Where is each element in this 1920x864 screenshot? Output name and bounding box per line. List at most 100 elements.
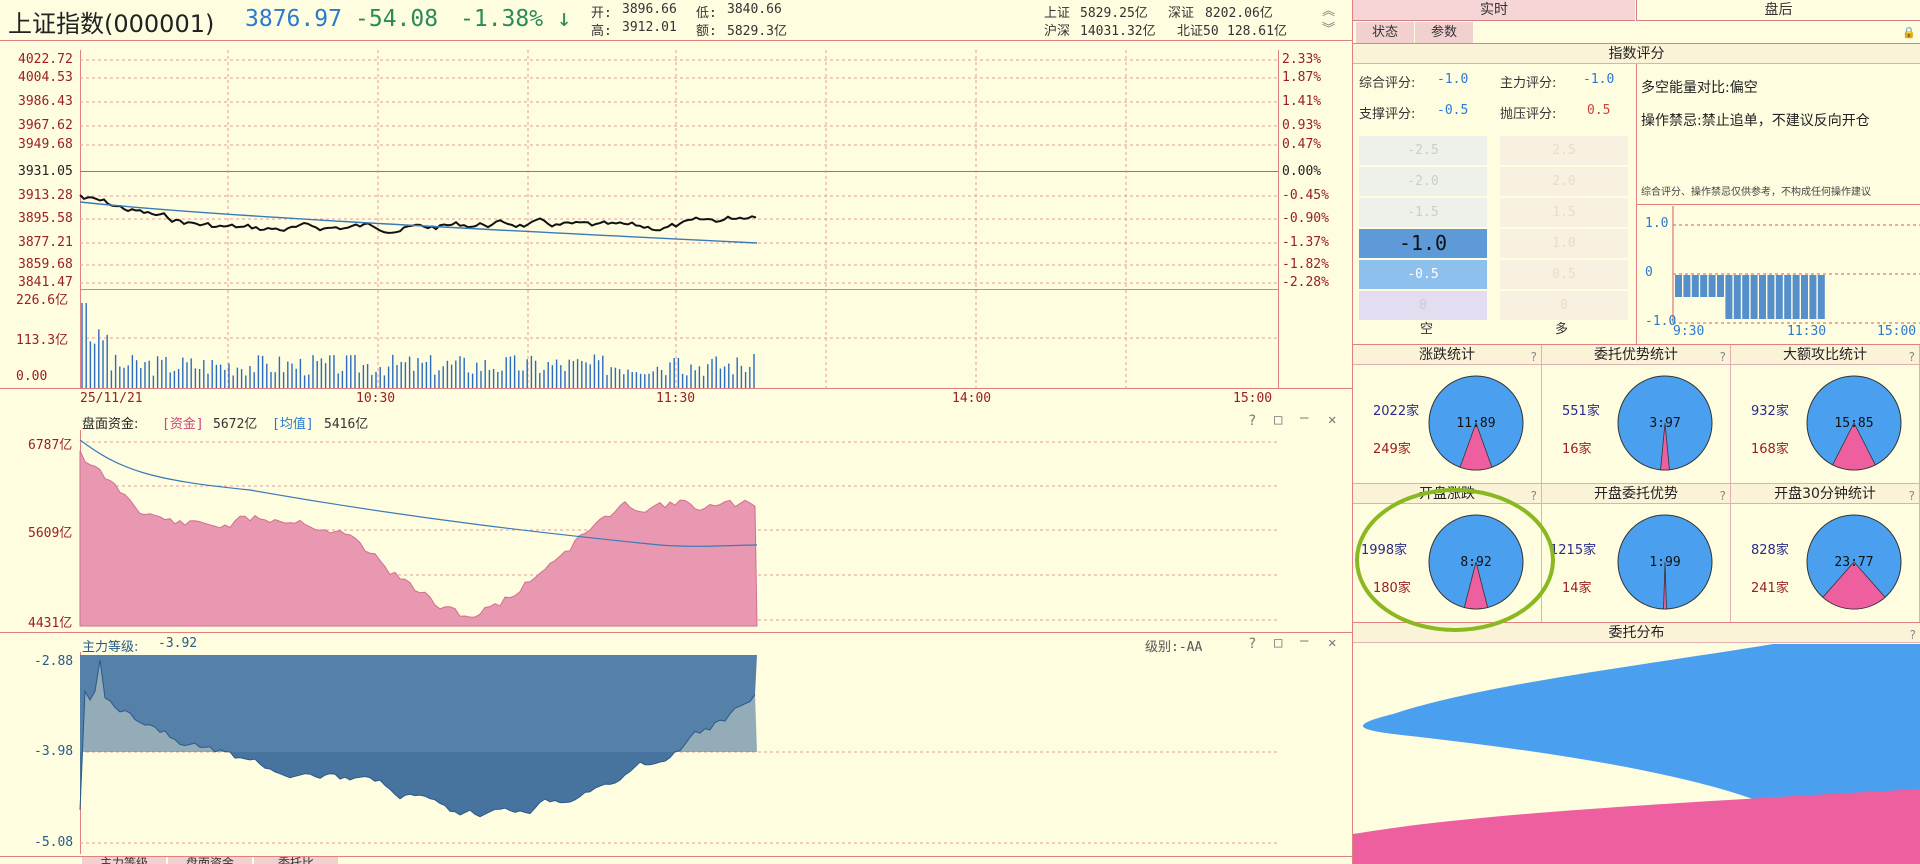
count-up: 2022家 [1373,404,1420,419]
score-bar-right: 0.5 [1500,260,1628,289]
order-distribution-chart [1353,644,1920,864]
expand-down-icon[interactable]: ︾ [1322,22,1336,37]
intraday-chart[interactable] [0,0,1352,400]
help-icon[interactable]: ? [1248,413,1257,429]
pie-ratio-label: 11:89 [1456,416,1495,431]
score-pressure: 0.5 [1587,103,1611,118]
fund-chart[interactable] [0,0,1352,864]
mini-bar [1675,275,1682,297]
tab-after-hours[interactable]: 盘后 [1636,0,1920,21]
score-bar-left: -2.5 [1359,136,1487,165]
price-tick-label: 3986.43 [18,94,73,109]
help-icon[interactable]: ? [1908,350,1915,364]
index-pct: -1.38% [460,6,544,32]
tab-bottom[interactable]: 委托比 [254,857,338,864]
help-icon[interactable]: ? [1908,489,1915,503]
high-value: 3912.01 [622,20,677,35]
stat-card[interactable]: 委托优势统计? 551家 16家 3:97 [1542,345,1731,484]
stat-card[interactable]: 大额攻比统计? 932家 168家 15:85 [1731,345,1920,484]
stat-card[interactable]: 开盘涨跌? 1998家 180家 8:92 [1353,484,1542,623]
mini-bar [1733,275,1741,319]
mini-time-label: 15:00 [1877,324,1917,339]
help-icon[interactable]: ? [1530,350,1537,364]
stat-card[interactable]: 开盘30分钟统计? 828家 241家 23:77 [1731,484,1920,623]
pie-ratio-label: 8:92 [1460,555,1491,570]
close-icon[interactable]: ✕ [1328,635,1337,651]
score-bar-right: 1.0 [1500,229,1628,258]
pie-slice-down [1660,422,1670,471]
pct-tick-label: 2.33% [1282,52,1322,67]
pct-tick-label: -1.37% [1282,235,1329,250]
minimize-icon[interactable]: — [1300,633,1309,649]
stat-card[interactable]: 开盘委托优势? 1215家 14家 1:99 [1542,484,1731,623]
tab-state[interactable]: 状态 [1356,22,1414,43]
tab-bottom[interactable]: 盘面资金 [168,857,252,864]
force-tick-label: -5.08 [34,835,74,850]
close-icon[interactable]: ✕ [1328,412,1337,428]
pct-tick-label: 0.47% [1282,137,1322,152]
tab-param[interactable]: 参数 [1415,22,1473,43]
low-value: 3840.66 [727,2,782,17]
disclaimer: 综合评分、操作禁忌仅供参考，不构成任何操作建议 [1641,187,1871,198]
index-score-header: 指数评分 [1353,44,1920,64]
price-tick-label: 4004.53 [18,70,73,85]
score-bar-right: 2.0 [1500,167,1628,196]
tab-bottom[interactable]: 主力等级 [82,857,166,864]
score-total: -1.0 [1437,72,1469,87]
price-tick-label: 3895.58 [18,211,73,226]
pie-slice-down [1663,561,1667,610]
fund-panel-title: 盘面资金: [82,417,139,432]
count-down: 168家 [1751,442,1789,457]
main-force-chart[interactable] [0,0,1352,864]
mini-time-label: 9:30 [1673,324,1705,339]
hs-label: 沪深 [1044,24,1071,39]
pct-tick-label: 1.87% [1282,70,1322,85]
hs-value: 14031.32亿 [1080,24,1156,39]
mini-bar [1717,275,1724,297]
score-bar-right: 1.5 [1500,198,1628,227]
price-tick-label: 3877.21 [18,235,73,250]
pct-tick-label: -2.28% [1282,275,1329,290]
stat-title: 开盘30分钟统计? [1731,484,1919,504]
time-tick-label: 15:00 [1233,391,1273,406]
pie-slice-down [1822,561,1886,610]
pct-tick-label: -1.82% [1282,257,1329,272]
highlight-ellipse [1355,488,1555,632]
annotation-ring [1355,488,1555,632]
open-value: 3896.66 [622,2,677,17]
count-down: 14家 [1562,581,1592,596]
count-down: 249家 [1373,442,1411,457]
maximize-icon[interactable]: □ [1274,412,1283,428]
open-label: 开: [591,6,612,21]
tab-realtime[interactable]: 实时 [1353,0,1635,21]
help-icon[interactable]: ? [1530,489,1537,503]
mini-bar [1708,275,1716,297]
price-tick-label: 3859.68 [18,257,73,272]
mini-bar [1691,275,1699,297]
down-arrow-icon: ↓ [557,4,572,32]
maximize-icon[interactable]: □ [1274,635,1283,651]
score-bar-left: 0 [1359,291,1487,320]
score-support-label: 支撑评分: [1359,107,1416,122]
mini-bar [1792,275,1800,319]
count-down: 241家 [1751,581,1789,596]
score-bar-right: 0 [1500,291,1628,320]
bar-more-label: 多 [1555,322,1569,337]
help-icon[interactable]: ? [1248,636,1257,652]
minimize-icon[interactable]: — [1300,410,1309,426]
amount-value: 5829.3亿 [727,24,787,39]
pct-tick-label: -0.90% [1282,211,1329,226]
ratio-pie: 3:97 [1617,375,1713,471]
high-label: 高: [591,24,612,39]
count-down: 180家 [1373,581,1411,596]
force-area-lower [80,660,757,817]
stat-card[interactable]: 涨跌统计? 2022家 249家 11:89 [1353,345,1542,484]
lock-icon[interactable]: 🔒 [1902,26,1916,39]
collapse-up-icon[interactable]: ︽ [1322,4,1336,19]
fund-tick-label: 6787亿 [28,438,73,453]
help-icon[interactable]: ? [1719,489,1726,503]
help-icon[interactable]: ? [1719,350,1726,364]
sh-label: 上证 [1044,6,1071,21]
ratio-pie: 15:85 [1806,375,1902,471]
